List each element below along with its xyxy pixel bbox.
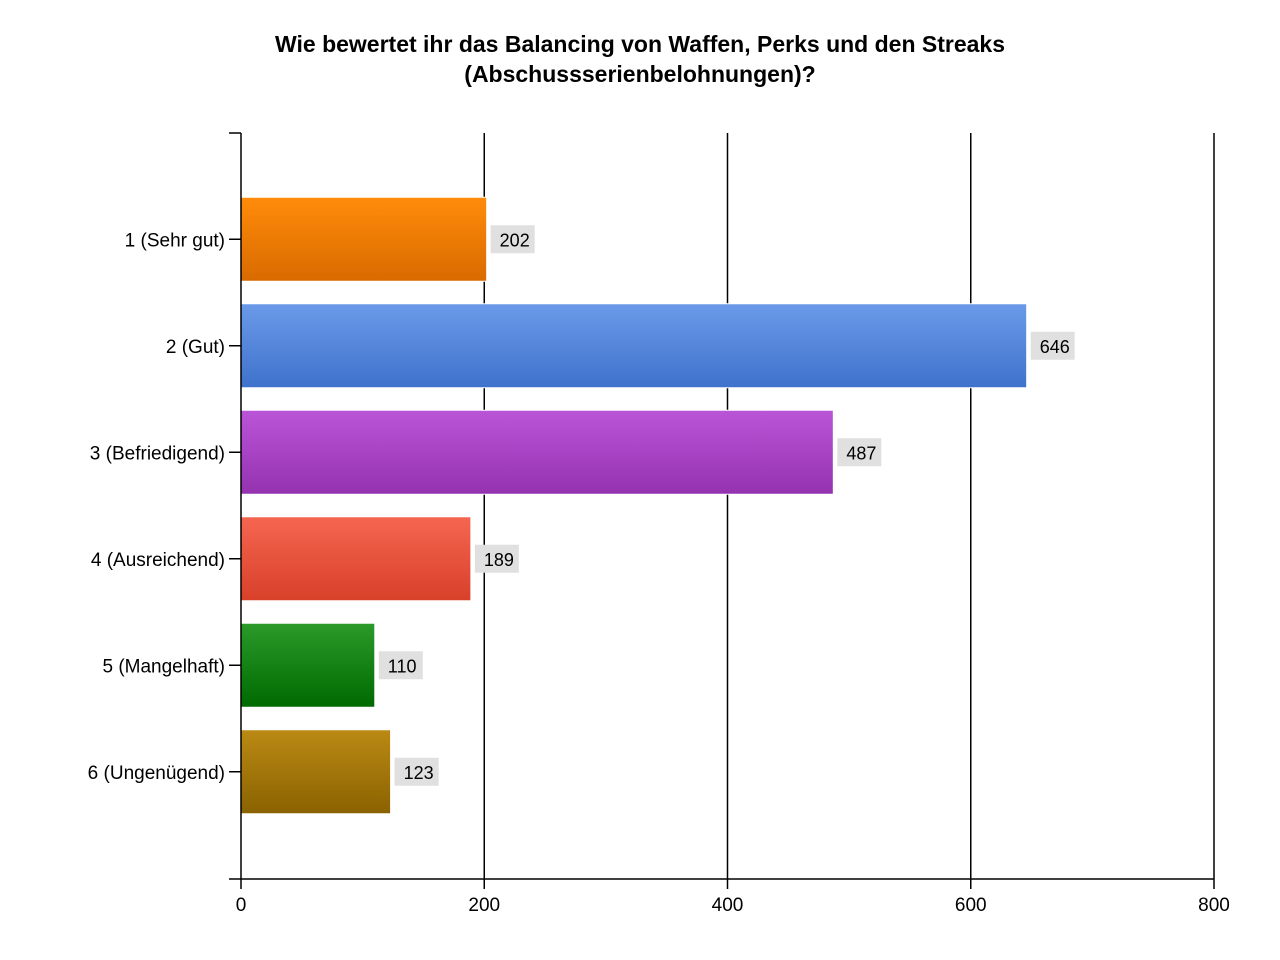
value-labels: 202 646 487 189 110 123 [378, 225, 1075, 786]
bar-1 [240, 196, 488, 282]
value-label-bg-5 [378, 651, 423, 680]
value-label-bg-3 [837, 438, 882, 467]
value-label-4: 189 [484, 550, 514, 570]
bars [240, 196, 1028, 815]
value-label-1: 202 [500, 230, 530, 250]
chart-title-line-1: Wie bewertet ihr das Balancing von Waffe… [275, 31, 1005, 57]
category-label-1: 1 (Sehr gut) [125, 230, 225, 251]
category-label-3: 3 (Befriedigend) [90, 443, 225, 464]
bar-2 [240, 303, 1028, 389]
value-label-2: 646 [1040, 337, 1070, 357]
value-label-bg-4 [474, 544, 519, 573]
gridlines [483, 133, 1215, 879]
bar-4 [240, 516, 472, 602]
value-label-6: 123 [404, 763, 434, 783]
x-tick-label-0: 0 [236, 895, 247, 916]
x-tick-label-400: 400 [712, 895, 744, 916]
value-label-bg-6 [394, 757, 439, 786]
bar-5 [240, 622, 376, 708]
value-label-5: 110 [388, 656, 417, 676]
x-tick-label-800: 800 [1198, 895, 1230, 916]
bar-6 [240, 729, 392, 815]
x-tick-label-600: 600 [955, 895, 987, 916]
value-label-3: 487 [846, 443, 876, 463]
category-label-2: 2 (Gut) [166, 337, 225, 358]
value-label-bg-1 [490, 225, 535, 254]
axes: 1 (Sehr gut) 2 (Gut) 3 (Befriedigend) 4 (Au… [88, 132, 1230, 916]
category-label-4: 4 (Ausreichend) [91, 550, 225, 571]
chart-title-line-2: (Abschussserienbelohnungen)? [464, 61, 815, 87]
category-label-5: 5 (Mangelhaft) [102, 656, 225, 677]
bar-3 [240, 409, 834, 495]
x-tick-label-200: 200 [468, 895, 500, 916]
value-label-bg-2 [1030, 331, 1075, 360]
category-label-6: 6 (Ungenügend) [88, 763, 225, 784]
